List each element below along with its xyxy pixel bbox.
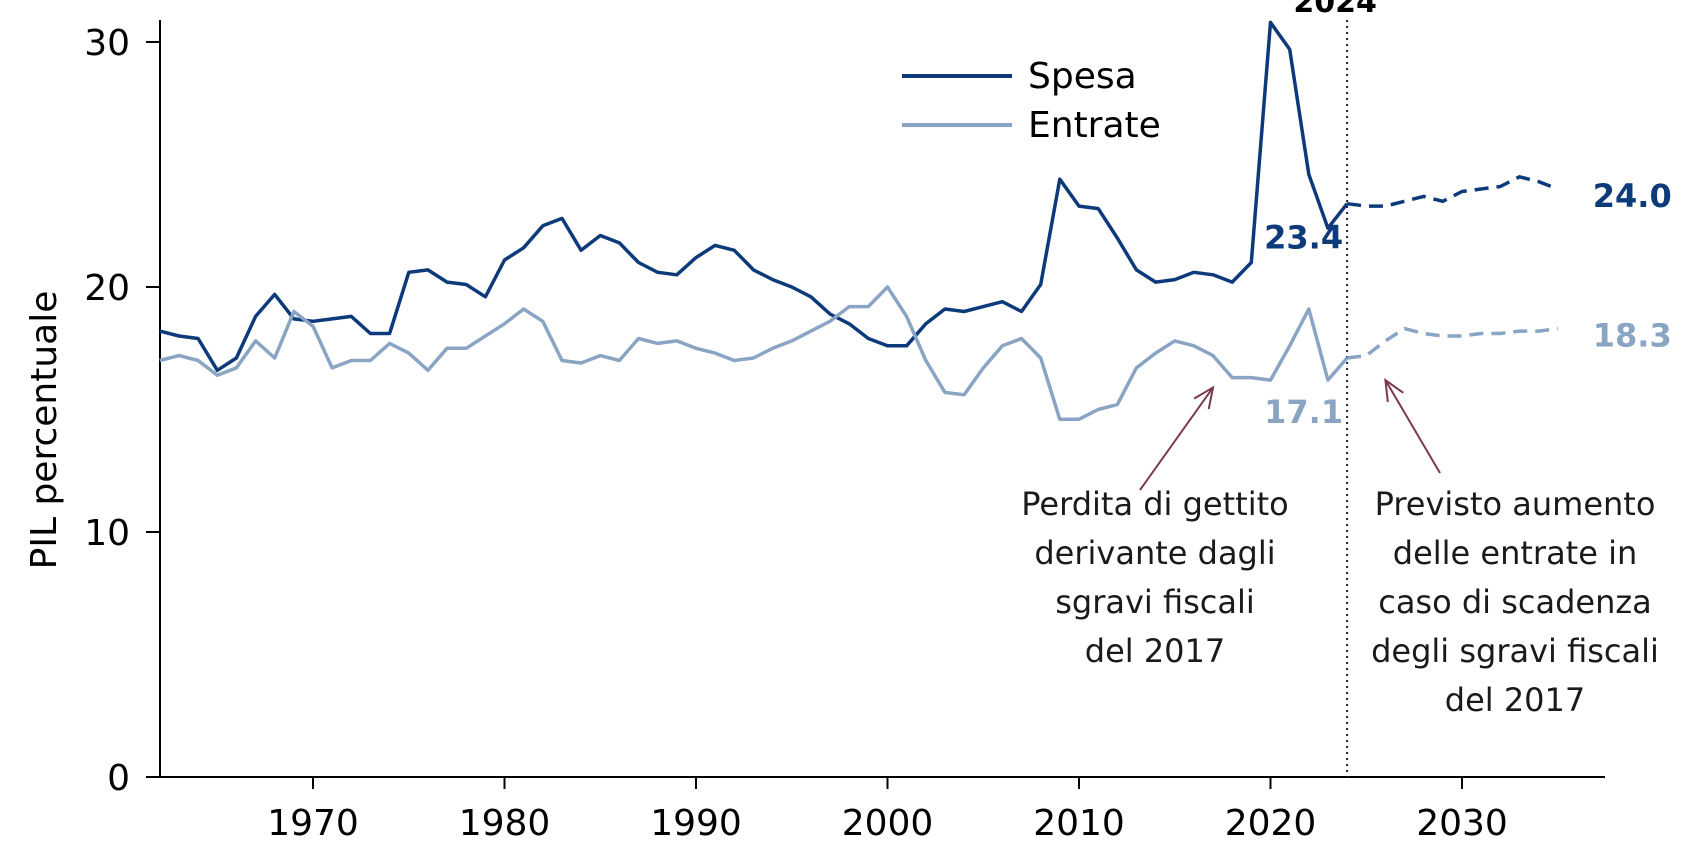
annotation-text-line: Perdita di gettito bbox=[1021, 485, 1288, 523]
annotation-1: Perdita di gettito derivante dagli sgravi … bbox=[1021, 385, 1289, 670]
x-tick-label: 1980 bbox=[459, 803, 551, 844]
annotation-text-line: degli sgravi fiscali bbox=[1371, 632, 1659, 670]
x-tick-label: 1970 bbox=[267, 803, 359, 844]
annotations: Perdita di gettito derivante dagli sgravi … bbox=[1021, 377, 1659, 719]
legend-label-spesa: Spesa bbox=[1028, 56, 1137, 97]
annotation-2: Previsto aumento delle entrate in caso di … bbox=[1371, 377, 1659, 719]
annotation-text-line: del 2017 bbox=[1085, 632, 1226, 670]
series-group bbox=[159, 20, 1559, 422]
legend: Spesa Entrate bbox=[902, 56, 1161, 146]
x-tick-label: 2030 bbox=[1416, 803, 1508, 844]
value-label-spesa: 24.0 bbox=[1593, 177, 1672, 215]
annotation-text-line: derivante dagli bbox=[1034, 534, 1275, 572]
x-tick-label: 2020 bbox=[1225, 803, 1317, 844]
y-tick-label: 30 bbox=[84, 23, 130, 64]
annotation-arrow-head bbox=[1384, 377, 1404, 403]
y-axis-title: PIL percentuale bbox=[24, 291, 65, 570]
y-tick-label: 20 bbox=[84, 268, 130, 309]
annotation-text-line: Previsto aumento bbox=[1375, 485, 1656, 523]
series-line-entrate-projected bbox=[1346, 326, 1559, 360]
annotation-arrow-line bbox=[1139, 386, 1214, 491]
y-ticks: 0 10 20 30 bbox=[84, 23, 160, 799]
x-tick-label: 2010 bbox=[1033, 803, 1125, 844]
value-label-spesa: 23.4 bbox=[1264, 219, 1343, 257]
x-ticks: 1970 1980 1990 2000 2010 2020 2030 bbox=[267, 777, 1508, 844]
annotation-text-line: caso di scadenza bbox=[1378, 583, 1652, 621]
series-line-spesa-projected bbox=[1346, 175, 1559, 208]
series-line-spesa-actual bbox=[159, 20, 1349, 373]
annotation-text-line: del 2017 bbox=[1445, 681, 1586, 719]
value-label-entrate: 17.1 bbox=[1264, 393, 1343, 431]
value-labels: 23.4 24.0 17.1 18.3 bbox=[1264, 177, 1672, 431]
annotation-text-line: sgravi fiscali bbox=[1055, 583, 1255, 621]
x-tick-label: 1990 bbox=[650, 803, 742, 844]
y-tick-label: 10 bbox=[84, 513, 130, 554]
y-tick-label: 0 bbox=[107, 758, 130, 799]
legend-label-entrate: Entrate bbox=[1028, 105, 1161, 146]
series-line-entrate-actual bbox=[159, 285, 1349, 422]
annotation-arrow-line bbox=[1384, 379, 1441, 474]
annotation-text-line: delle entrate in bbox=[1393, 534, 1638, 572]
projection-divider-label: 2024 bbox=[1293, 0, 1377, 20]
annotation-arrow-head bbox=[1193, 385, 1215, 410]
value-label-entrate: 18.3 bbox=[1593, 317, 1672, 355]
projection-divider: 2024 bbox=[1293, 0, 1377, 777]
x-tick-label: 2000 bbox=[842, 803, 934, 844]
